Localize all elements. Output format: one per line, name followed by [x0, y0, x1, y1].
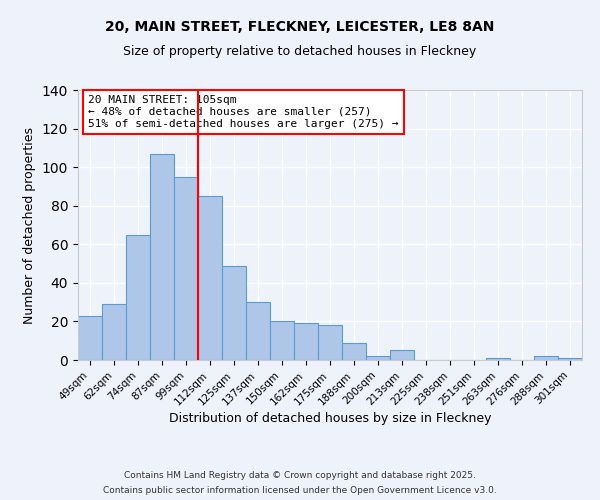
Bar	[270, 322, 294, 360]
Bar	[246, 302, 270, 360]
Bar	[342, 342, 366, 360]
Bar	[558, 358, 582, 360]
Bar	[102, 304, 126, 360]
Bar	[294, 324, 318, 360]
Bar	[222, 266, 246, 360]
Bar	[534, 356, 558, 360]
Text: Contains HM Land Registry data © Crown copyright and database right 2025.: Contains HM Land Registry data © Crown c…	[124, 471, 476, 480]
Bar	[126, 234, 150, 360]
Bar	[174, 177, 198, 360]
Bar	[198, 196, 222, 360]
Bar	[390, 350, 414, 360]
Bar	[78, 316, 102, 360]
Text: Size of property relative to detached houses in Fleckney: Size of property relative to detached ho…	[124, 45, 476, 58]
Text: 20, MAIN STREET, FLECKNEY, LEICESTER, LE8 8AN: 20, MAIN STREET, FLECKNEY, LEICESTER, LE…	[106, 20, 494, 34]
Bar	[318, 326, 342, 360]
Bar	[366, 356, 390, 360]
Y-axis label: Number of detached properties: Number of detached properties	[23, 126, 37, 324]
Text: Contains public sector information licensed under the Open Government Licence v3: Contains public sector information licen…	[103, 486, 497, 495]
Text: 20 MAIN STREET: 105sqm
← 48% of detached houses are smaller (257)
51% of semi-de: 20 MAIN STREET: 105sqm ← 48% of detached…	[88, 96, 398, 128]
Bar	[486, 358, 510, 360]
Bar	[150, 154, 174, 360]
X-axis label: Distribution of detached houses by size in Fleckney: Distribution of detached houses by size …	[169, 412, 491, 425]
